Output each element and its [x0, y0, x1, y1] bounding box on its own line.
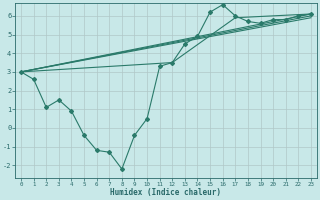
X-axis label: Humidex (Indice chaleur): Humidex (Indice chaleur): [110, 188, 221, 197]
